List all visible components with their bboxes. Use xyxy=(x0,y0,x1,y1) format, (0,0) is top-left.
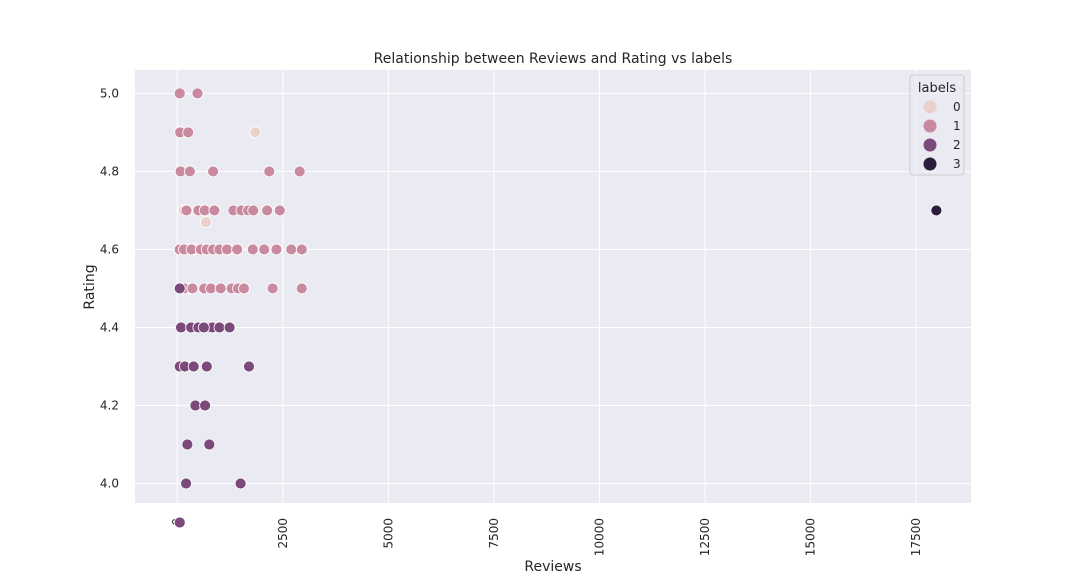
legend: labels 0 1 2 3 xyxy=(909,74,965,176)
y-tick-label: 5.0 xyxy=(100,86,119,100)
data-point-label-1 xyxy=(182,126,195,139)
data-point-label-2 xyxy=(213,321,226,334)
data-point-label-2 xyxy=(197,321,210,334)
data-point-label-2 xyxy=(199,399,211,412)
y-axis-ticks: 4.0 4.2 4.4 4.6 4.8 5.0 xyxy=(100,86,119,490)
legend-label: 2 xyxy=(953,138,961,152)
data-point-label-2 xyxy=(173,516,186,529)
x-axis-label: Reviews xyxy=(524,559,581,575)
data-point-label-2 xyxy=(187,360,200,373)
data-point-label-1 xyxy=(231,243,244,256)
data-point-label-1 xyxy=(263,165,276,178)
data-point-label-2 xyxy=(223,321,236,334)
data-point-label-2 xyxy=(234,477,247,490)
x-tick-label: 15000 xyxy=(804,518,818,556)
data-point-label-2 xyxy=(180,477,192,490)
y-tick-label: 4.0 xyxy=(100,476,119,490)
x-tick-label: 17500 xyxy=(909,518,923,556)
data-point-label-1 xyxy=(221,243,233,256)
data-point-label-1 xyxy=(180,204,193,217)
data-point-label-1 xyxy=(270,243,283,256)
data-point-label-0 xyxy=(249,126,262,139)
data-point-label-1 xyxy=(293,165,306,178)
data-point-label-2 xyxy=(181,438,194,451)
legend-entries: 0 1 2 3 xyxy=(923,100,961,171)
legend-box xyxy=(909,74,965,176)
data-point-label-2 xyxy=(173,282,186,295)
data-point-label-1 xyxy=(214,282,227,295)
y-tick-label: 4.4 xyxy=(100,320,119,334)
y-tick-label: 4.6 xyxy=(100,242,119,256)
data-point-label-1 xyxy=(246,243,259,256)
legend-title: labels xyxy=(918,81,956,96)
data-point-label-0 xyxy=(200,216,212,229)
legend-label: 0 xyxy=(953,100,961,114)
data-point-label-2 xyxy=(175,321,187,334)
x-tick-label: 7500 xyxy=(487,518,501,549)
data-point-label-1 xyxy=(273,204,286,217)
legend-label: 1 xyxy=(953,119,961,133)
data-point-label-1 xyxy=(266,282,279,295)
y-axis-label: Rating xyxy=(82,264,98,309)
data-point-label-1 xyxy=(186,282,199,295)
data-point-label-1 xyxy=(295,243,308,256)
grid xyxy=(135,70,971,503)
legend-label: 3 xyxy=(953,157,961,171)
data-point-label-2 xyxy=(203,438,216,451)
data-point-label-2 xyxy=(200,360,213,373)
data-point-label-1 xyxy=(238,282,250,295)
x-tick-label: 5000 xyxy=(381,518,395,549)
x-tick-label: 2500 xyxy=(276,518,290,549)
data-point-label-1 xyxy=(191,87,204,100)
data-point-label-1 xyxy=(258,243,271,256)
x-tick-label: 10000 xyxy=(592,518,606,556)
legend-marker-3 xyxy=(923,157,937,171)
data-point-label-3 xyxy=(930,204,943,217)
chart-title: Relationship between Reviews and Rating … xyxy=(374,51,733,67)
legend-marker-2 xyxy=(923,138,937,152)
data-point-label-1 xyxy=(208,204,221,217)
data-point-label-1 xyxy=(295,282,308,295)
legend-marker-0 xyxy=(923,100,937,114)
data-point-label-1 xyxy=(207,165,220,178)
data-point-label-2 xyxy=(243,360,255,373)
x-tick-label: 12500 xyxy=(698,518,712,556)
data-points xyxy=(173,87,943,529)
legend-marker-1 xyxy=(923,119,937,133)
data-point-label-1 xyxy=(285,243,298,256)
data-point-label-1 xyxy=(173,87,186,100)
data-point-label-1 xyxy=(183,165,196,178)
data-point-label-1 xyxy=(247,204,260,217)
y-tick-label: 4.8 xyxy=(100,164,119,178)
data-point-label-1 xyxy=(261,204,274,217)
y-tick-label: 4.2 xyxy=(100,398,119,412)
